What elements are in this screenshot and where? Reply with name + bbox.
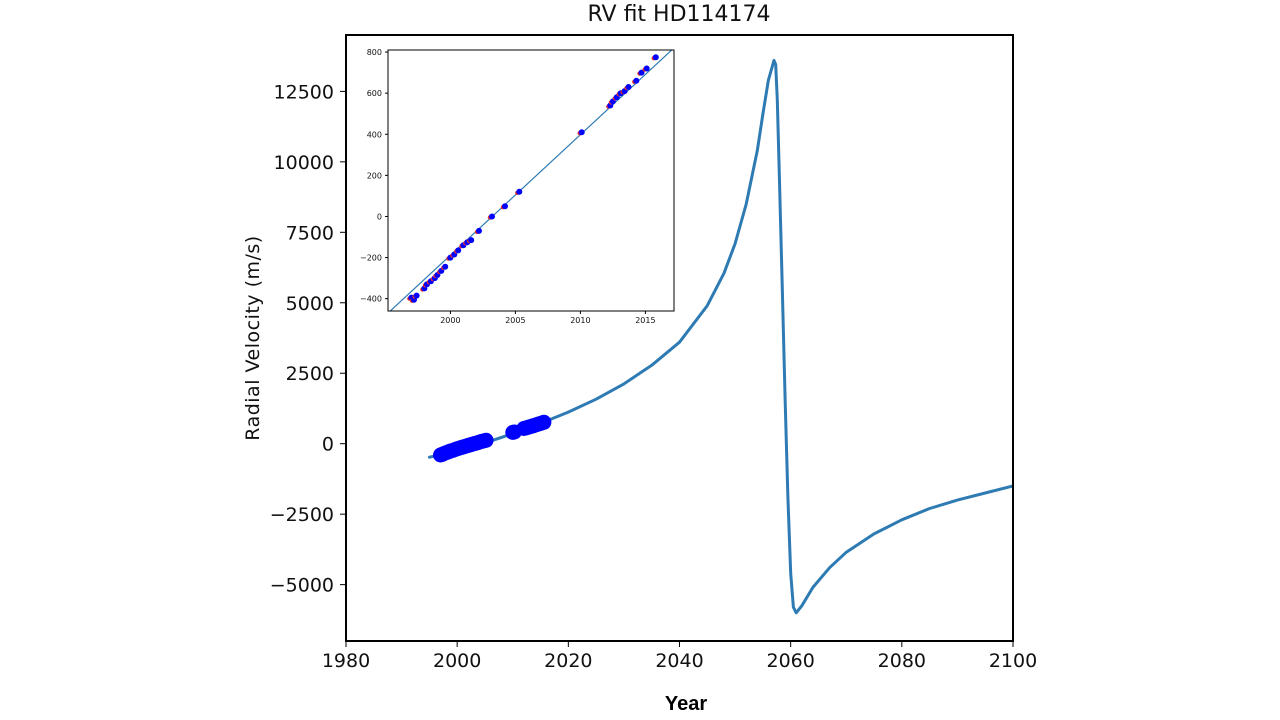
inset-y-tick-label: 400 <box>367 130 382 139</box>
inset-data-point <box>413 292 420 299</box>
inset-plot-area: 2000 2005 2010 2015 −400 −200 0 200 400 600 800 <box>360 48 675 325</box>
inset-x-tick-label: 2005 <box>505 316 525 325</box>
inset-data-point <box>652 54 659 61</box>
main-plot-area: 1980 2000 2020 2040 2060 2080 2100 −5000−25000… <box>270 34 1037 672</box>
main-y-tick-label: −2500 <box>270 504 334 526</box>
inset-x-tick-label: 2010 <box>570 316 590 325</box>
inset-data-point <box>516 188 523 195</box>
inset-x-tick-label: 2000 <box>440 316 460 325</box>
inset-data-point <box>502 203 508 210</box>
main-x-tick-label: 2100 <box>989 650 1037 672</box>
main-y-tick-label: 2500 <box>286 363 334 385</box>
main-x-ticks: 1980 2000 2020 2040 2060 2080 2100 <box>322 641 1037 672</box>
main-x-tick-label: 2080 <box>878 650 926 672</box>
inset-series-group <box>389 50 673 311</box>
inset-data-point <box>633 77 640 84</box>
main-x-tick-label: 2060 <box>766 650 814 672</box>
inset-data-point <box>455 247 462 254</box>
inset-data-point <box>442 263 449 270</box>
main-y-tick-label: 5000 <box>286 293 334 315</box>
inset-plot-frame <box>387 49 675 312</box>
inset-data-point <box>625 84 632 90</box>
inset-y-tick-label: 800 <box>367 48 382 57</box>
inset-data-point <box>489 213 495 220</box>
main-y-tick-label: 7500 <box>286 222 334 244</box>
main-y-tick-label: −5000 <box>270 575 334 597</box>
inset-data-point <box>643 65 650 72</box>
y-axis-label: Radial Velocity (m/s) <box>242 235 264 440</box>
inset-data-point <box>476 227 482 234</box>
inset-y-ticks: −400 −200 0 200 400 600 800 <box>360 48 388 304</box>
inset-x-ticks: 2000 2005 2010 2015 <box>440 311 656 325</box>
main-x-tick-label: 1980 <box>322 650 370 672</box>
inset-data-point <box>638 69 645 76</box>
inset-y-tick-label: 600 <box>367 89 382 98</box>
main-y-tick-label: 12500 <box>274 81 334 103</box>
main-x-tick-label: 2040 <box>655 650 703 672</box>
main-fit-line <box>427 58 1013 615</box>
inset-y-tick-label: −400 <box>360 295 382 304</box>
main-x-tick-label: 2000 <box>433 650 481 672</box>
main-y-tick-label: 0 <box>322 434 334 456</box>
inset-y-tick-label: −200 <box>360 254 382 263</box>
x-axis-label: Year <box>665 693 707 715</box>
inset-data-point <box>578 129 585 136</box>
main-y-ticks: −5000 −2500 0 2500 5000 7500 10000 12500 <box>270 81 346 597</box>
inset-x-tick-label: 2015 <box>635 316 655 325</box>
chart-title: RV fit HD114174 <box>587 2 770 27</box>
inset-data-point <box>468 237 475 244</box>
main-data-point <box>478 432 494 448</box>
main-y-tick-label: 10000 <box>274 152 334 174</box>
inset-y-tick-label: 0 <box>377 212 382 221</box>
main-data-point <box>536 414 552 430</box>
main-series-group <box>427 58 1013 615</box>
inset-y-tick-label: 200 <box>367 171 382 180</box>
main-x-tick-label: 2020 <box>544 650 592 672</box>
